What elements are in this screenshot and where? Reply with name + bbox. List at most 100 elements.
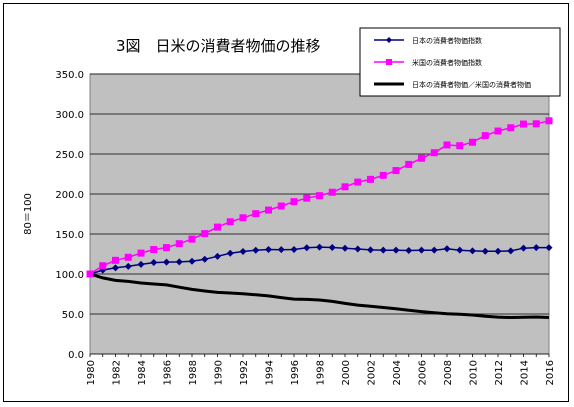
data-point	[532, 120, 540, 128]
x-tick-label: 2006	[418, 360, 429, 385]
x-tick-label: 1982	[112, 360, 123, 385]
data-point	[201, 230, 209, 238]
legend-label: 日本の消費者物価指数	[412, 36, 482, 45]
data-point	[341, 244, 349, 252]
data-point	[443, 245, 451, 253]
data-point	[124, 253, 132, 261]
data-point	[443, 141, 451, 149]
data-point	[392, 167, 400, 175]
data-point	[418, 246, 425, 254]
data-point	[520, 244, 527, 252]
data-point	[277, 202, 285, 210]
data-point	[456, 246, 464, 254]
data-point	[545, 117, 553, 125]
data-point	[239, 214, 247, 222]
data-point	[354, 178, 362, 186]
data-point	[163, 244, 170, 252]
data-point	[137, 249, 145, 257]
data-point	[175, 240, 183, 248]
y-tick-label: 50.0	[62, 310, 84, 321]
x-tick-label: 1996	[290, 360, 301, 385]
data-point	[86, 270, 94, 278]
data-point	[469, 247, 476, 255]
data-point	[328, 244, 336, 252]
data-point	[303, 244, 311, 252]
y-tick-label: 200.0	[55, 190, 84, 201]
x-tick-label: 2014	[520, 360, 531, 385]
data-point	[316, 192, 323, 200]
data-point	[265, 206, 272, 214]
data-point	[405, 246, 413, 254]
x-tick-label: 1992	[239, 360, 250, 385]
data-point	[520, 120, 527, 128]
y-tick-label: 150.0	[55, 230, 84, 241]
y-tick-label: 300.0	[55, 110, 84, 121]
data-point	[532, 244, 540, 252]
line-chart: 3図 日米の消費者物価の推移 0.0 50.0 100.0 150.0 200.0 250…	[23, 27, 561, 385]
x-tick-label: 1994	[265, 360, 276, 385]
data-point	[430, 149, 438, 157]
plot-area	[89, 73, 550, 355]
x-tick-label: 2012	[494, 360, 505, 385]
data-point	[303, 194, 311, 202]
data-point	[226, 218, 234, 226]
data-point	[405, 160, 413, 168]
data-point	[354, 245, 362, 253]
chart-title: 3図 日米の消費者物価の推移	[116, 37, 321, 55]
data-point	[507, 124, 515, 132]
x-tick-label: 2010	[469, 360, 480, 385]
data-point	[341, 183, 349, 191]
data-point	[277, 246, 285, 254]
data-point	[494, 127, 502, 135]
x-tick-label: 1988	[188, 360, 199, 385]
data-point	[481, 132, 489, 140]
x-tick-label: 1984	[137, 360, 148, 385]
data-point	[201, 255, 209, 263]
data-point	[290, 198, 298, 206]
x-tick-label: 2004	[392, 360, 403, 385]
x-tick-label: 2016	[545, 360, 556, 385]
data-point	[418, 154, 425, 162]
x-tick-label: 1990	[214, 360, 225, 385]
legend-marker	[386, 59, 392, 65]
series-line-3	[89, 272, 550, 320]
data-point	[188, 257, 196, 265]
y-tick-label: 100.0	[55, 270, 84, 281]
data-point	[188, 235, 196, 243]
data-point	[226, 249, 234, 257]
data-point	[150, 246, 158, 254]
data-point	[367, 175, 374, 183]
data-point	[252, 210, 260, 218]
data-point	[112, 256, 119, 264]
data-point	[163, 258, 170, 266]
y-tick-label: 250.0	[55, 150, 84, 161]
data-point	[239, 248, 247, 256]
data-point	[469, 138, 476, 146]
data-point	[290, 246, 298, 254]
x-tick-label: 2002	[367, 360, 378, 385]
data-point	[430, 246, 438, 254]
data-point	[99, 262, 107, 270]
y-tick-label: 350.0	[55, 70, 84, 81]
data-point	[545, 244, 553, 252]
x-tick-label: 1986	[163, 360, 174, 385]
data-point	[214, 223, 221, 231]
data-point	[265, 246, 272, 254]
data-point	[150, 259, 158, 267]
data-point	[392, 246, 400, 254]
data-point	[112, 264, 119, 272]
chart-frame: 3図 日米の消費者物価の推移 0.0 50.0 100.0 150.0 200.0 250…	[3, 3, 569, 402]
data-point	[379, 246, 387, 254]
data-point	[367, 246, 374, 254]
data-point	[316, 243, 323, 251]
y-axis-label: 80＝100	[23, 193, 34, 235]
legend-marker	[386, 37, 392, 43]
data-point	[507, 247, 515, 255]
data-point	[379, 171, 387, 179]
x-tick-label: 1998	[316, 360, 327, 385]
data-point	[456, 142, 464, 150]
data-point	[124, 262, 132, 270]
data-point	[328, 188, 336, 196]
x-tick-label: 1980	[86, 360, 97, 385]
data-point	[214, 252, 221, 260]
